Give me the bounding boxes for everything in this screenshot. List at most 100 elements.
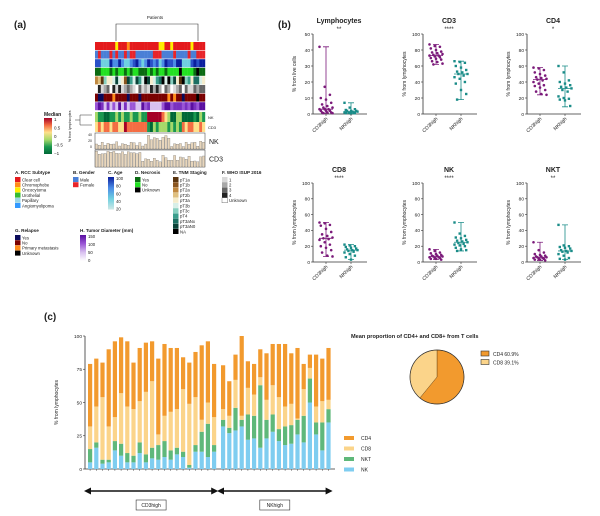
legend-swatch: [15, 197, 21, 203]
annotation-cell: [199, 76, 203, 85]
pie-legend-label: CD8 39.1%: [493, 361, 519, 367]
data-point: [453, 221, 456, 224]
annotation-cell: [144, 76, 148, 85]
annotation-cell: [147, 93, 151, 102]
data-point: [344, 112, 347, 115]
data-point: [538, 72, 542, 76]
data-point: [349, 246, 353, 249]
annotation-cell: [150, 50, 154, 59]
legend-swatch: [222, 182, 228, 188]
data-point: [318, 45, 321, 49]
legend-title: H. Tumor Diameter (mm): [80, 228, 134, 233]
heatmap-cell: [95, 122, 99, 132]
heatmap-cell: [147, 112, 151, 122]
bar-track-bar: [129, 152, 133, 168]
annotation-cell: [132, 50, 136, 59]
heatmap-cell: [129, 112, 133, 122]
legend-tick: 100: [116, 176, 124, 181]
legend-label: Female: [80, 183, 95, 188]
heatmap-row-label: CD3: [208, 125, 217, 130]
heatmap-cell: [167, 122, 171, 132]
data-point: [458, 60, 461, 64]
annotation-cell: [190, 59, 194, 68]
annotation-cell: [126, 67, 130, 76]
legend-title: F. WHO ISUP 2016: [222, 170, 262, 175]
y-tick-label: 80: [305, 197, 311, 203]
annotation-cell: [173, 42, 177, 50]
data-point: [434, 48, 438, 52]
bar-segment-cd4: [193, 351, 198, 398]
annotation-cell: [158, 76, 162, 85]
data-point: [434, 57, 438, 61]
data-point: [537, 82, 540, 85]
bar-track-bar: [153, 158, 156, 168]
data-point: [454, 236, 457, 239]
annotation-cell: [121, 50, 125, 59]
heatmap-cell: [170, 112, 174, 122]
legend-swatch: [173, 187, 179, 193]
bar-segment-nkt: [174, 447, 179, 455]
bar-segment-cd4: [221, 365, 226, 410]
dotplot-axes: [422, 183, 477, 263]
data-point: [563, 258, 567, 261]
y-tick-label: 80: [519, 197, 525, 203]
bar-track-bar: [173, 143, 176, 150]
heatmap-cell: [118, 122, 122, 132]
heatmap-cell: [97, 122, 101, 132]
group-label: NKhigh: [267, 503, 284, 509]
bar-segment-cd8: [233, 379, 238, 408]
bar-segment-nkt: [205, 423, 210, 458]
annotation-cell: [184, 102, 188, 111]
annotation-cell: [158, 85, 162, 93]
annotation-cell: [135, 67, 139, 76]
bar-segment-nk: [205, 457, 210, 469]
bar-segment-nk: [264, 438, 269, 469]
heatmap-cell: [112, 122, 116, 132]
bar-segment-nkt: [193, 445, 198, 452]
bar-track-bar: [150, 161, 153, 168]
bar-segment-cd8: [264, 399, 269, 420]
annotation-cell: [161, 59, 165, 68]
annotation-cell: [144, 42, 148, 50]
annotation-cell: [121, 85, 125, 93]
heatmap-cell: [123, 112, 128, 122]
annotation-cell: [155, 67, 159, 76]
bar-segment-cd4: [100, 362, 105, 398]
annotation-cell: [170, 85, 174, 93]
annotation-cell: [196, 50, 200, 59]
data-point: [562, 96, 565, 100]
annotation-cell: [97, 85, 101, 93]
bar-segment-cd8: [270, 385, 275, 415]
bar-segment-cd4: [205, 341, 210, 403]
bar-segment-cd8: [150, 381, 155, 448]
bar-track-bar: [161, 155, 165, 168]
data-point: [331, 111, 334, 115]
bar-track-bar: [161, 137, 165, 150]
data-point: [561, 250, 564, 253]
annotation-cell: [135, 85, 139, 93]
median-range-whisker: [558, 65, 572, 108]
annotation-cell: [173, 102, 177, 111]
bar-track-bar: [106, 143, 110, 150]
data-point: [428, 248, 431, 251]
bar-segment-cd4: [283, 343, 288, 407]
y-tick-label: 40: [519, 80, 525, 86]
annotation-cell: [95, 50, 99, 59]
x-tick-label: NKhigh: [553, 264, 569, 280]
annotation-cell: [167, 76, 171, 85]
legend-label: pT2b: [180, 193, 190, 198]
heatmap-cell: [106, 122, 110, 132]
annotation-cell: [190, 42, 194, 50]
bar-segment-nkt: [233, 407, 238, 431]
heatmap-cell: [132, 122, 136, 132]
annotation-cell: [141, 59, 145, 68]
data-point: [557, 252, 560, 256]
annotation-cell: [147, 50, 151, 59]
annotation-cell: [106, 42, 110, 50]
bar-segment-nk: [221, 426, 226, 469]
bar-track-bar: [141, 145, 145, 150]
data-point: [441, 52, 444, 56]
bar-segment-nkt: [283, 426, 288, 446]
annotation-cell: [132, 85, 136, 93]
annotation-cell: [193, 67, 197, 76]
